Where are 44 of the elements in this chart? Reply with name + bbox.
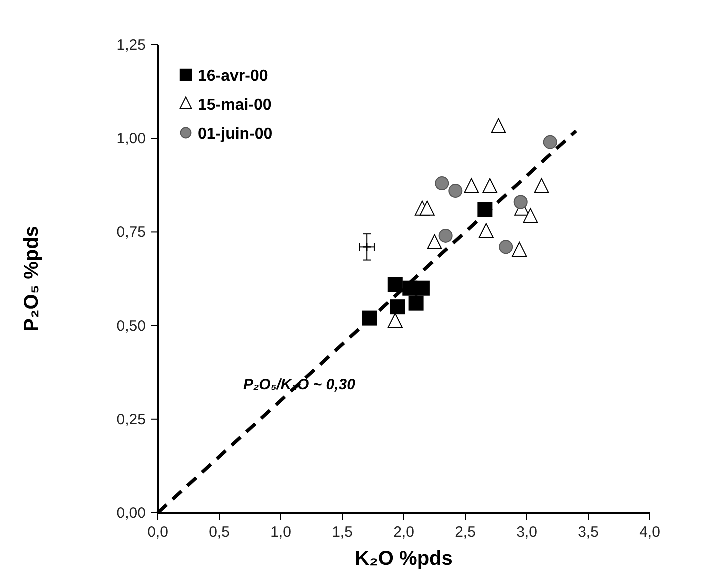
x-tick-label: 4,0 (640, 524, 660, 541)
point (420, 200, 435, 216)
x-tick-label: 1,5 (332, 524, 353, 541)
point (543, 135, 558, 150)
legend-label: 16-avr-00 (198, 68, 268, 85)
y-tick-label: 0,25 (116, 411, 146, 428)
x-tick-label: 3,5 (578, 524, 599, 541)
point (482, 178, 498, 194)
point (435, 176, 450, 191)
legend-label: 15-mai-00 (198, 97, 272, 114)
x-tick-label: 0,5 (209, 524, 230, 541)
y-tick-label: 0,50 (116, 318, 146, 335)
point (362, 242, 372, 252)
point (438, 228, 453, 243)
x-tick-label: 0,0 (148, 524, 168, 541)
point (499, 240, 514, 254)
y-tick-label: 1,25 (116, 37, 146, 54)
point (478, 202, 493, 218)
point (523, 208, 538, 224)
point (390, 300, 406, 315)
point (414, 280, 430, 296)
point (362, 310, 378, 326)
point (388, 313, 403, 328)
point (514, 195, 528, 210)
point (491, 118, 506, 134)
point (478, 223, 494, 238)
x-tick-label: 2,0 (394, 524, 414, 541)
y-tick-label: 0,75 (116, 224, 146, 242)
point (534, 178, 550, 194)
point (512, 242, 528, 258)
y-tick-label: 1,00 (116, 130, 146, 148)
x-tick-label: 1,0 (270, 524, 292, 541)
x-tick-label: 3,0 (516, 524, 538, 541)
y-axis-title: P₂O₅ %pds (21, 226, 43, 332)
point (408, 296, 424, 311)
point (448, 184, 463, 198)
legend-label: 01-juin-00 (198, 126, 273, 143)
point (388, 277, 403, 292)
y-tick-label: 0,00 (116, 505, 146, 522)
x-axis-title: K₂O %pds (355, 548, 453, 569)
point (464, 178, 480, 194)
annotation: P₂O₅/K₂O ~ 0,30 (243, 376, 356, 394)
x-tick-label: 2,5 (455, 524, 476, 541)
point (427, 234, 442, 250)
